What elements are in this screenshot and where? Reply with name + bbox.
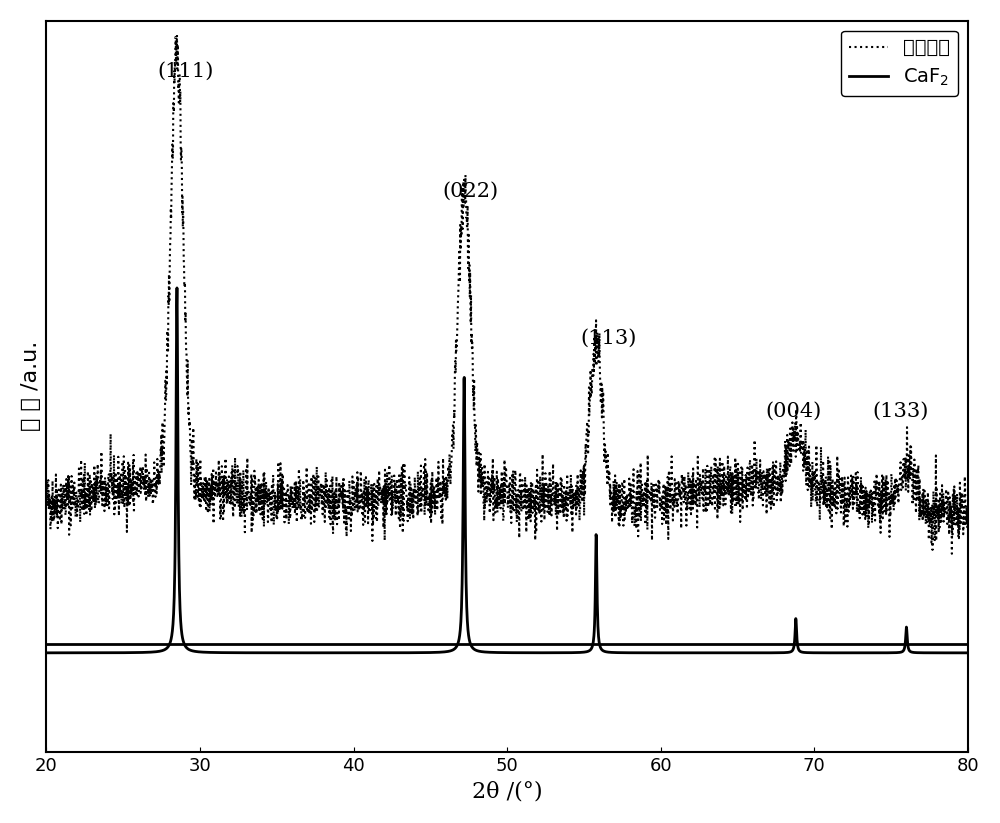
纳米粒子	[200, 475, 212, 485]
Text: (133): (133)	[873, 402, 929, 421]
CaF$_2$	[40, 648, 52, 658]
Y-axis label: 强 度 /a.u.: 强 度 /a.u.	[21, 342, 41, 431]
CaF$_2$	[171, 283, 183, 293]
纳米粒子	[394, 523, 406, 533]
Line: 纳米粒子: 纳米粒子	[46, 35, 968, 554]
Line: CaF$_2$: CaF$_2$	[46, 288, 968, 653]
CaF$_2$	[200, 648, 212, 658]
纳米粒子	[434, 492, 446, 502]
Legend: 纳米粒子, CaF$_2$: 纳米粒子, CaF$_2$	[841, 30, 958, 96]
Text: (022): (022)	[443, 182, 499, 201]
CaF$_2$	[434, 647, 446, 657]
X-axis label: 2θ /(°): 2θ /(°)	[472, 780, 542, 802]
Text: (004): (004)	[765, 402, 821, 421]
Text: (111): (111)	[157, 62, 213, 81]
Text: (113): (113)	[581, 328, 637, 347]
纳米粒子	[944, 513, 956, 523]
纳米粒子	[145, 476, 157, 486]
纳米粒子	[845, 485, 857, 495]
CaF$_2$	[962, 648, 974, 658]
CaF$_2$	[944, 648, 956, 658]
CaF$_2$	[394, 648, 406, 658]
纳米粒子	[40, 491, 52, 501]
CaF$_2$	[845, 648, 857, 658]
纳米粒子	[962, 508, 974, 518]
CaF$_2$	[145, 647, 157, 657]
纳米粒子	[946, 549, 958, 559]
纳米粒子	[171, 30, 183, 40]
